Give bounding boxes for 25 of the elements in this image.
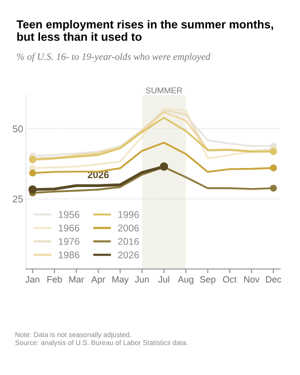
band-label: SUMMER <box>146 87 182 94</box>
legend-label: 1996 <box>118 211 139 218</box>
x-tick-label: Sep <box>200 276 216 284</box>
x-tick-label: Dec <box>266 276 282 283</box>
legend-label: 2016 <box>118 238 139 245</box>
x-tick-label: Mar <box>69 276 84 283</box>
legend-label: 1976 <box>58 238 80 245</box>
x-tick-label: Nov <box>244 276 260 283</box>
x-tick-label: Apr <box>91 276 106 284</box>
y-tick-label: 25 <box>12 196 23 202</box>
legend-label: 2026 <box>118 251 139 258</box>
x-tick-label: May <box>112 276 129 284</box>
x-tick-label: Jul <box>158 276 170 283</box>
x-tick-label: Jan <box>25 276 40 283</box>
chart-subtitle: % of U.S. 16- to 19-year-olds who were employed <box>17 53 210 62</box>
legend-label: 2006 <box>118 224 139 232</box>
y-tick-label: 50 <box>12 125 23 132</box>
legend-label: 1986 <box>58 251 80 258</box>
x-tick-label: Jun <box>134 276 149 283</box>
legend-label: 1956 <box>58 211 80 218</box>
x-tick-label: Feb <box>47 276 62 283</box>
legend-label: 1966 <box>58 224 80 232</box>
x-tick-label: Oct <box>223 276 237 283</box>
x-tick-label: Aug <box>178 276 194 284</box>
chart-title: Teen employment rises in the summer months, but less than it used to <box>16 20 274 41</box>
